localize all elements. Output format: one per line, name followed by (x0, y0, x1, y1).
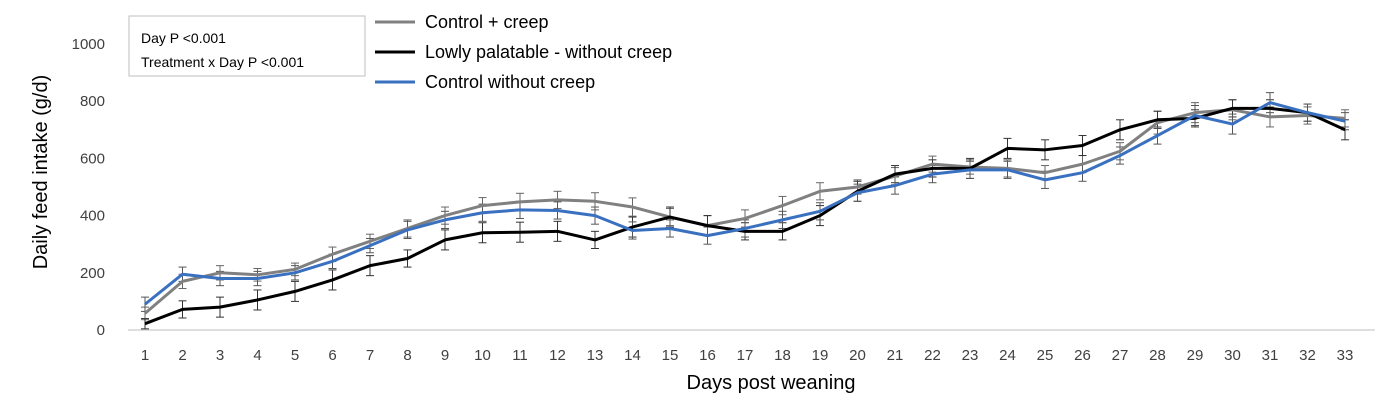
y-axis-title: Daily feed intake (g/d) (30, 75, 52, 270)
x-tick-label: 27 (1112, 347, 1129, 364)
legend-label-control-creep: Control + creep (425, 12, 549, 32)
x-tick-label: 5 (291, 347, 299, 364)
x-tick-label: 3 (216, 347, 224, 364)
y-tick-label: 600 (80, 150, 105, 167)
x-tick-label: 15 (662, 347, 679, 364)
y-tick-label: 400 (80, 208, 105, 225)
y-tick-label: 800 (80, 93, 105, 110)
x-tick-label: 8 (403, 347, 411, 364)
legend-label-lowly-palatable: Lowly palatable - without creep (425, 42, 672, 62)
y-tick-label: 0 (97, 322, 105, 339)
series-line-0 (144, 108, 1346, 315)
x-tick-label: 17 (737, 347, 754, 364)
legend: Control + creep Lowly palatable - withou… (375, 12, 672, 92)
x-tick-label: 10 (474, 347, 491, 364)
x-tick-labels: 1 2 3 4 5 6 7 8 9 10 11 12 13 14 15 16 17 18 19 20 21 22 23 24 2… (141, 347, 1354, 364)
x-tick-label: 9 (441, 347, 449, 364)
x-tick-label: 23 (962, 347, 979, 364)
y-tick-label: 1000 (72, 36, 105, 53)
stats-day-p: Day P <0.001 (141, 30, 226, 46)
y-tick-labels: 0 200 400 600 800 1000 (72, 36, 105, 339)
x-tick-label: 12 (549, 347, 566, 364)
x-tick-label: 25 (1037, 347, 1054, 364)
legend-label-control-without-creep: Control without creep (425, 72, 595, 92)
series-layer (141, 92, 1349, 330)
x-tick-label: 28 (1149, 347, 1166, 364)
x-tick-label: 21 (887, 347, 904, 364)
x-tick-label: 7 (366, 347, 374, 364)
x-tick-label: 6 (328, 347, 336, 364)
x-tick-label: 32 (1299, 347, 1316, 364)
x-tick-label: 22 (924, 347, 941, 364)
x-tick-label: 1 (141, 347, 149, 364)
stats-box: Day P <0.001 Treatment x Day P <0.001 (128, 15, 366, 77)
x-tick-label: 16 (699, 347, 716, 364)
x-tick-label: 2 (178, 347, 186, 364)
x-tick-label: 31 (1262, 347, 1279, 364)
x-tick-label: 19 (812, 347, 829, 364)
x-tick-label: 13 (587, 347, 604, 364)
x-tick-label: 4 (253, 347, 261, 364)
x-tick-label: 30 (1224, 347, 1241, 364)
x-tick-label: 26 (1074, 347, 1091, 364)
x-tick-label: 33 (1337, 347, 1354, 364)
series-line-2 (144, 101, 1346, 306)
series-line-1 (144, 106, 1346, 326)
stats-treatment-day-p: Treatment x Day P <0.001 (141, 54, 304, 70)
x-tick-label: 14 (624, 347, 641, 364)
error-bars-series-0 (141, 99, 1349, 321)
x-tick-label: 18 (774, 347, 791, 364)
stats-box-frame (128, 15, 366, 77)
x-axis-title: Days post weaning (687, 372, 856, 394)
y-tick-label: 200 (80, 265, 105, 282)
x-tick-label: 24 (999, 347, 1016, 364)
x-tick-label: 29 (1187, 347, 1204, 364)
x-tick-label: 11 (512, 347, 528, 364)
x-tick-label: 20 (849, 347, 866, 364)
error-bars-series-2 (141, 92, 1349, 312)
